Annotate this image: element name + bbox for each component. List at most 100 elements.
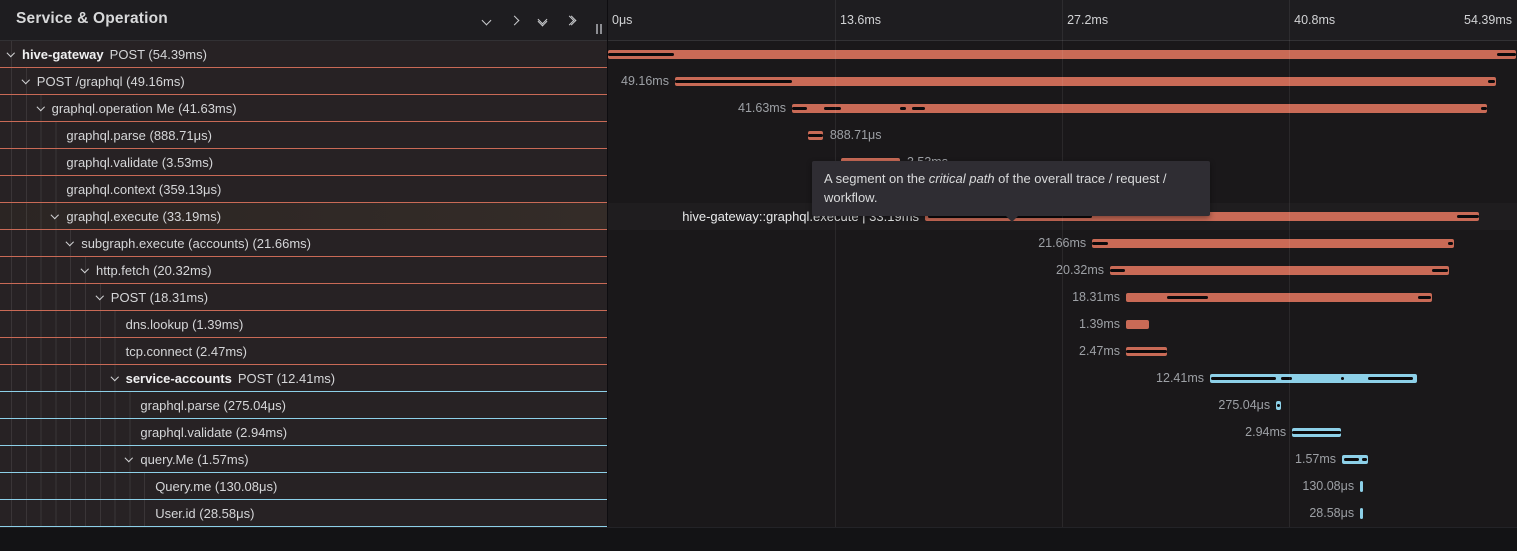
span-duration-label: 20.32ms (1056, 263, 1104, 277)
span-tree: hive-gateway POST (54.39ms) POST /graphql … (0, 41, 608, 527)
critical-path-segment (608, 53, 674, 56)
expander-chevron-icon[interactable] (80, 265, 96, 273)
span-tree-row[interactable]: POST /graphql (49.16ms) (0, 68, 608, 95)
span-tree-row[interactable]: graphql.context (359.13μs) (0, 176, 608, 203)
span-bar-row: 12.41ms (608, 365, 1517, 392)
span-label: POST /graphql (49.16ms) (36, 73, 185, 89)
span-duration-label: 130.08μs (1302, 479, 1355, 493)
span-tree-row[interactable]: graphql.validate (2.94ms) (0, 419, 608, 446)
span-tree-row[interactable]: graphql.execute (33.19ms) (0, 203, 608, 230)
critical-path-segment (1368, 377, 1413, 380)
time-tick-label: 13.6ms (840, 13, 882, 27)
critical-path-segment (1480, 107, 1487, 110)
expander-chevron-icon[interactable] (51, 211, 66, 219)
span-tree-row[interactable]: graphql.operation Me (41.63ms) (0, 95, 608, 122)
expander-chevron-icon[interactable] (95, 292, 111, 300)
tooltip-critical-path-term: critical path (928, 171, 995, 186)
indent-guides (11, 500, 155, 526)
span-tree-row[interactable]: graphql.parse (888.71μs) (0, 122, 608, 149)
critical-path-segment (807, 134, 823, 137)
span-duration-label: 12.41ms (1156, 371, 1204, 385)
expander-chevron-icon[interactable] (125, 454, 140, 462)
indent-guides (11, 419, 140, 445)
span-tree-row[interactable]: http.fetch (20.32ms) (0, 257, 608, 284)
span-tree-row[interactable]: User.id (28.58μs) (0, 500, 608, 527)
expander-chevron-icon[interactable] (6, 49, 22, 57)
span-bar[interactable] (1126, 293, 1432, 302)
critical-path-segment (1418, 296, 1432, 299)
critical-path-segment (674, 80, 792, 83)
span-duration-label: 2.47ms (1079, 344, 1121, 358)
tooltip-caret-icon (1005, 215, 1019, 222)
span-bar[interactable] (1360, 508, 1364, 519)
chevron-down-icon[interactable] (478, 12, 495, 29)
critical-path-segment (1487, 80, 1495, 83)
span-bar[interactable] (1092, 239, 1454, 248)
critical-path-segment (1362, 458, 1368, 461)
tooltip-text: A segment on the critical path of the ov… (824, 171, 1167, 205)
indent-guides (11, 176, 66, 202)
expander-chevron-icon[interactable] (21, 76, 37, 84)
span-label: POST (12.41ms) (237, 370, 336, 386)
span-bar[interactable] (674, 77, 1496, 86)
span-tree-row[interactable]: Query.me (130.08μs) (0, 473, 608, 500)
span-bar[interactable] (1126, 320, 1150, 329)
panel-resize-grip[interactable] (596, 24, 602, 34)
span-bar-row: 1.57ms (608, 446, 1517, 473)
span-tree-row[interactable]: graphql.parse (275.04μs) (0, 392, 608, 419)
critical-path-segment (1448, 242, 1454, 245)
span-service-name: service-accounts (125, 370, 232, 386)
span-tree-row[interactable]: query.Me (1.57ms) (0, 446, 608, 473)
span-duration-label: 1.57ms (1295, 452, 1337, 466)
indent-guides (11, 446, 140, 472)
indent-guides (11, 311, 125, 337)
critical-path-segment (1344, 458, 1360, 461)
span-tree-row[interactable]: tcp.connect (2.47ms) (0, 338, 608, 365)
gridline (835, 0, 837, 527)
span-bar[interactable] (925, 212, 1480, 221)
chevrons-right-icon[interactable] (562, 12, 579, 29)
span-bar[interactable] (791, 104, 1487, 113)
span-label: query.Me (1.57ms) (140, 451, 249, 467)
indent-guides (11, 392, 140, 418)
expander-chevron-icon[interactable] (66, 238, 81, 246)
span-tree-row[interactable]: dns.lookup (1.39ms) (0, 311, 608, 338)
footer (0, 527, 1517, 551)
span-tree-row[interactable]: graphql.validate (3.53ms) (0, 149, 608, 176)
critical-path-segment (899, 107, 906, 110)
time-tick-label: 27.2ms (1067, 13, 1109, 27)
critical-path-segment (1341, 377, 1344, 380)
span-tree-row[interactable]: subgraph.execute (accounts) (21.66ms) (0, 230, 608, 257)
critical-path-segment (824, 107, 842, 110)
span-bar[interactable] (1109, 266, 1450, 275)
time-tick-label: 0μs (612, 13, 633, 27)
span-bar[interactable] (608, 50, 1516, 59)
critical-path-segment (1496, 53, 1516, 56)
expander-chevron-icon[interactable] (36, 103, 52, 111)
span-tree-row[interactable]: service-accounts POST (12.41ms) (0, 365, 608, 392)
chevron-right-icon[interactable] (506, 12, 523, 29)
span-duration-label: 2.94ms (1245, 425, 1287, 439)
critical-path-segment (1210, 377, 1277, 380)
span-label: graphql.operation Me (41.63ms) (51, 100, 237, 116)
span-duration-label: 41.63ms (738, 101, 786, 115)
span-duration-label: 21.66ms (1038, 236, 1087, 250)
critical-path-segment (791, 107, 807, 110)
span-duration-label: 888.71μs (829, 128, 882, 142)
span-bar[interactable] (1360, 481, 1364, 492)
span-bar-row: 2.47ms (608, 338, 1517, 365)
expander-chevron-icon[interactable] (110, 373, 126, 381)
span-bar[interactable] (1209, 374, 1418, 383)
span-bar-row: 888.71μs (608, 122, 1517, 149)
span-duration-label: 275.04μs (1218, 398, 1271, 412)
chevrons-down-icon[interactable] (534, 12, 551, 29)
span-label: graphql.context (359.13μs) (66, 181, 222, 197)
span-tree-row[interactable]: POST (18.31ms) (0, 284, 608, 311)
span-tree-row[interactable]: hive-gateway POST (54.39ms) (0, 41, 608, 68)
span-bar-row: 49.16ms (608, 68, 1517, 95)
panel-divider (607, 0, 608, 527)
time-tick-label: 54.39ms (1464, 13, 1512, 27)
span-label: http.fetch (20.32ms) (96, 262, 212, 278)
header-toolbar (478, 11, 590, 29)
